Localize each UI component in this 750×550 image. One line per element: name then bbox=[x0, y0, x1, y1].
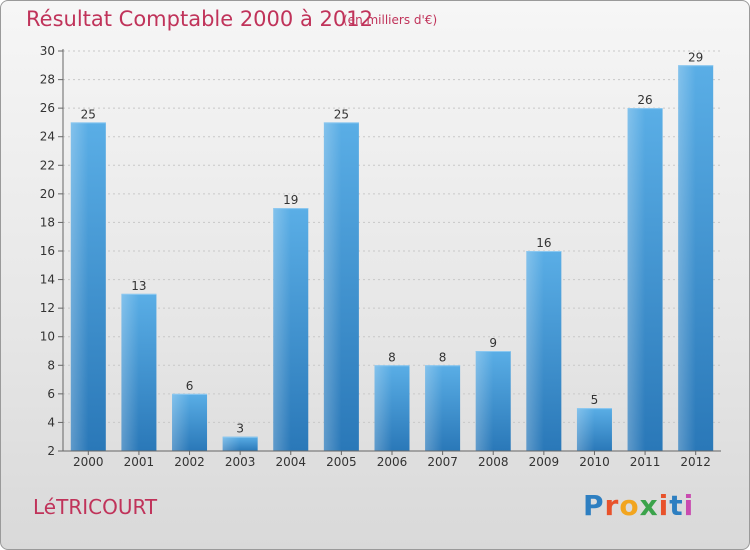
y-tick-label: 10 bbox=[40, 330, 55, 344]
y-tick-label: 26 bbox=[40, 101, 55, 115]
bar-highlight bbox=[70, 122, 89, 451]
x-tick-label: 2003 bbox=[225, 455, 256, 469]
chart-title: Résultat Comptable 2000 à 2012 bbox=[26, 7, 373, 31]
commune-name: LéTRICOURT bbox=[33, 495, 158, 519]
bar-highlight bbox=[222, 436, 241, 451]
logo-letter: o bbox=[619, 489, 640, 522]
proxiti-logo: Proxiti bbox=[583, 489, 694, 522]
y-tick-label: 6 bbox=[47, 387, 55, 401]
x-tick-label: 2008 bbox=[478, 455, 509, 469]
x-tick-label: 2001 bbox=[124, 455, 155, 469]
bars bbox=[70, 65, 714, 452]
data-label: 6 bbox=[186, 379, 194, 393]
x-tick-label: 2009 bbox=[529, 455, 560, 469]
bar-highlight bbox=[273, 208, 291, 451]
x-tick-label: 2004 bbox=[275, 455, 306, 469]
bar-highlight bbox=[576, 408, 595, 451]
data-label: 8 bbox=[388, 350, 396, 364]
logo-letter: i bbox=[683, 489, 695, 522]
data-label: 26 bbox=[637, 93, 652, 107]
bar-highlight bbox=[475, 351, 494, 451]
x-tick-label: 2000 bbox=[73, 455, 104, 469]
data-label: 25 bbox=[81, 107, 96, 121]
x-tick-label: 2010 bbox=[579, 455, 610, 469]
x-tick-label: 2002 bbox=[174, 455, 205, 469]
y-tick-label: 4 bbox=[47, 415, 55, 429]
y-tick-label: 24 bbox=[40, 130, 55, 144]
bar-highlight bbox=[425, 365, 443, 451]
x-tick-label: 2012 bbox=[680, 455, 711, 469]
y-tick-label: 18 bbox=[40, 215, 55, 229]
labels: 2468101214161820222426283025200013200162… bbox=[40, 44, 711, 469]
x-tick-label: 2011 bbox=[630, 455, 661, 469]
y-tick-label: 22 bbox=[40, 158, 55, 172]
bar-highlight bbox=[323, 122, 342, 451]
data-label: 16 bbox=[536, 236, 551, 250]
data-label: 9 bbox=[489, 336, 497, 350]
y-tick-label: 12 bbox=[40, 301, 55, 315]
data-label: 13 bbox=[131, 279, 146, 293]
y-tick-label: 2 bbox=[47, 444, 55, 458]
logo-letter: t bbox=[669, 489, 684, 522]
data-label: 25 bbox=[334, 107, 349, 121]
bar-highlight bbox=[121, 293, 139, 451]
x-tick-label: 2006 bbox=[377, 455, 408, 469]
logo-letter: r bbox=[604, 489, 620, 522]
data-label: 3 bbox=[236, 422, 244, 436]
y-tick-label: 8 bbox=[47, 358, 55, 372]
data-label: 19 bbox=[283, 193, 298, 207]
bar-highlight bbox=[172, 393, 190, 451]
logo-letter: x bbox=[639, 489, 659, 522]
data-label: 29 bbox=[688, 50, 703, 64]
bar-highlight bbox=[627, 108, 646, 452]
y-tick-label: 20 bbox=[40, 187, 55, 201]
y-tick-label: 14 bbox=[40, 273, 55, 287]
data-label: 5 bbox=[591, 393, 599, 407]
bar-highlight bbox=[374, 365, 392, 451]
bar-highlight bbox=[678, 65, 696, 452]
y-tick-label: 30 bbox=[40, 44, 55, 58]
logo-letter: P bbox=[583, 489, 605, 522]
axes bbox=[58, 49, 721, 455]
x-tick-label: 2007 bbox=[427, 455, 458, 469]
chart-subtitle: (en milliers d'€) bbox=[343, 13, 438, 27]
data-label: 8 bbox=[439, 350, 447, 364]
bar-highlight bbox=[526, 251, 544, 451]
x-tick-label: 2005 bbox=[326, 455, 357, 469]
y-tick-label: 28 bbox=[40, 73, 55, 87]
y-tick-label: 16 bbox=[40, 244, 55, 258]
logo-letter: i bbox=[658, 489, 670, 522]
